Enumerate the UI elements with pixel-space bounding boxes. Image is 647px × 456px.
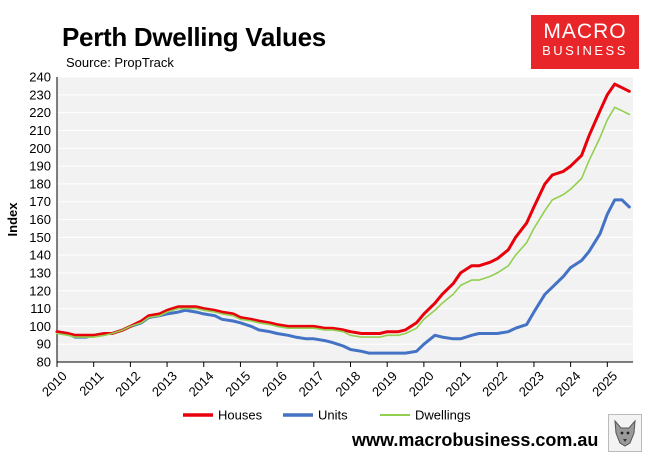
y-tick-label: 80: [37, 355, 51, 370]
y-tick-label: 150: [29, 230, 51, 245]
x-tick-label: 2023: [516, 368, 547, 399]
grid-lines: [56, 76, 633, 363]
x-tick-label: 2021: [442, 368, 473, 399]
logo-line-2: BUSINESS: [542, 43, 628, 58]
x-tick-label: 2012: [112, 368, 143, 399]
x-axis-ticks: 2010 2011 2012 2013 2014 2015 2016 2017 2018 2019…: [39, 362, 620, 399]
y-tick-label: 90: [37, 337, 51, 352]
y-tick-label: 190: [29, 159, 51, 174]
y-tick-label: 210: [29, 123, 51, 138]
y-tick-label: 200: [29, 141, 51, 156]
y-tick-label: 170: [29, 194, 51, 209]
y-tick-label: 120: [29, 283, 51, 298]
website-url: www.macrobusiness.com.au: [352, 430, 599, 450]
x-tick-label: 2014: [186, 368, 217, 399]
y-tick-label: 110: [30, 301, 51, 316]
y-tick-label: 230: [29, 87, 51, 102]
x-tick-label: 2013: [149, 368, 180, 399]
x-tick-label: 2011: [76, 368, 106, 398]
line-chart: 80 90 100 110 120 130 140 150 160 170 180 190 200 210…: [5, 70, 633, 423]
series-lines: [55, 82, 631, 355]
x-tick-label: 2015: [222, 368, 253, 399]
y-axis-label: Index: [5, 202, 20, 237]
x-tick-label: 2019: [369, 368, 400, 399]
y-tick-label: 130: [29, 265, 51, 280]
legend: Houses Units Dwellings: [183, 408, 471, 423]
y-tick-label: 180: [29, 176, 51, 191]
x-tick-label: 2018: [332, 368, 363, 399]
legend-label-houses: Houses: [218, 408, 263, 423]
x-tick-label: 2017: [296, 368, 327, 399]
x-tick-label: 2024: [552, 368, 583, 399]
x-tick-label: 2022: [479, 368, 510, 399]
x-tick-label: 2020: [406, 368, 437, 399]
legend-label-units: Units: [318, 408, 348, 423]
wolf-mascot-icon: [608, 414, 642, 452]
chart-title: Perth Dwelling Values: [62, 22, 326, 52]
chart-source: Source: PropTrack: [66, 55, 174, 70]
x-tick-label: 2025: [589, 368, 620, 399]
y-tick-label: 160: [29, 212, 51, 227]
y-axis-ticks: 80 90 100 110 120 130 140 150 160 170 180 190 200 210…: [29, 70, 51, 370]
x-tick-label: 2010: [39, 368, 70, 399]
y-tick-label: 220: [29, 105, 51, 120]
legend-label-dwellings: Dwellings: [415, 408, 471, 423]
macrobusiness-logo: MACRO BUSINESS: [531, 15, 639, 69]
x-tick-label: 2016: [259, 368, 290, 399]
series-line-dwellings: [56, 106, 631, 338]
y-tick-label: 140: [29, 248, 51, 263]
series-line-houses: [55, 82, 631, 337]
y-tick-label: 100: [29, 319, 51, 334]
y-tick-label: 240: [29, 70, 51, 85]
logo-line-1: MACRO: [543, 20, 627, 43]
